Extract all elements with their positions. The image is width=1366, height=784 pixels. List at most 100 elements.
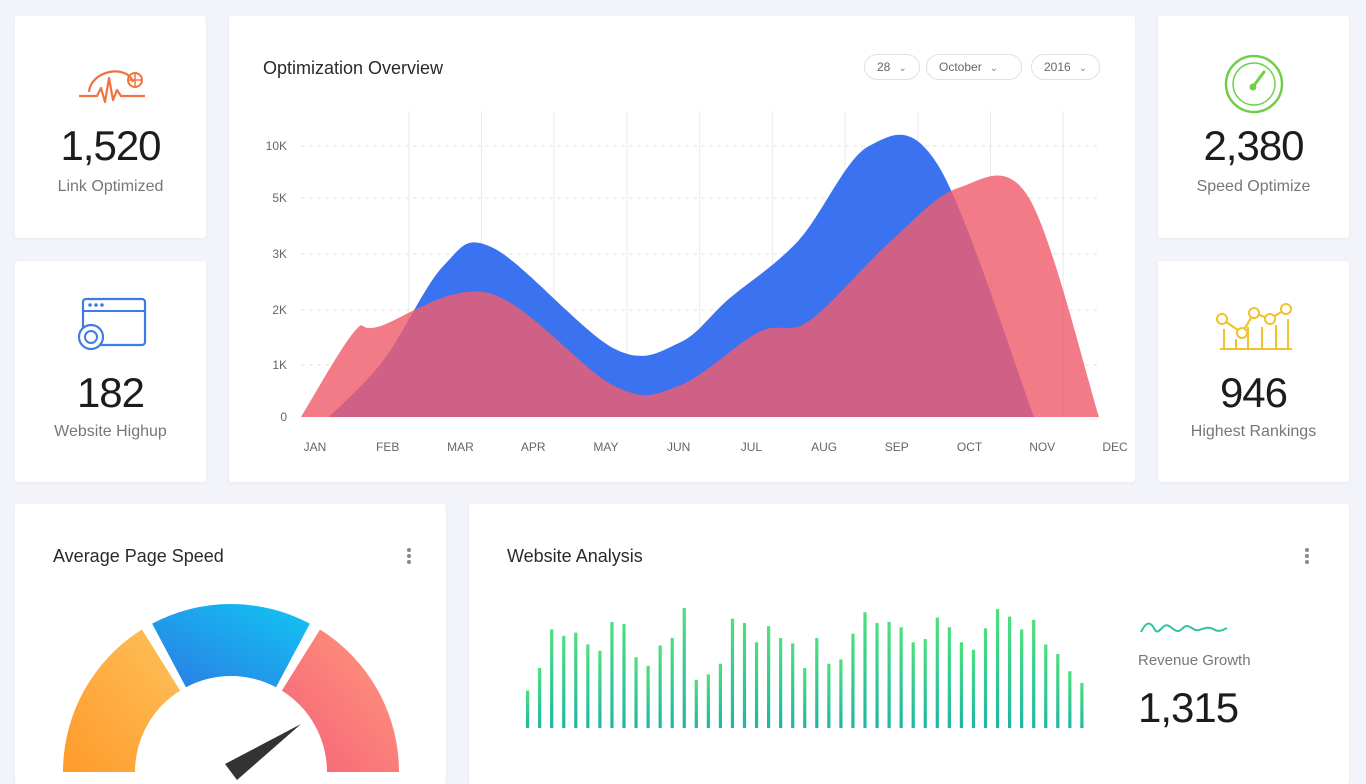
analysis-bar	[706, 674, 710, 728]
analysis-bar	[754, 642, 759, 728]
analysis-bar	[971, 649, 976, 728]
analysis-bar	[598, 650, 602, 728]
analysis-bar	[767, 626, 771, 728]
analysis-bar	[803, 668, 807, 728]
analysis-bar	[947, 627, 951, 728]
analysis-bar	[742, 623, 747, 728]
y-tick-label: 2K	[272, 303, 287, 317]
chevron-down-icon: ⌄	[989, 63, 999, 74]
speed-optimize-value: 2,380	[1203, 122, 1304, 169]
gauge-segment	[281, 629, 400, 772]
analysis-bar	[923, 639, 927, 728]
page-speed-gauge	[63, 604, 400, 780]
analysis-bar	[538, 668, 542, 728]
analysis-bar	[1008, 616, 1012, 728]
website-highup-label: Website Highup	[54, 423, 167, 440]
analysis-bar	[574, 632, 578, 728]
analysis-bar	[526, 690, 530, 728]
analysis-bar	[995, 609, 1000, 728]
analysis-bar	[1020, 629, 1024, 728]
analysis-bar	[1080, 683, 1084, 728]
x-tick-label: JAN	[304, 440, 327, 454]
x-tick-label: MAY	[593, 440, 618, 454]
month-select-value: October	[939, 60, 982, 74]
gauge-segment	[63, 629, 181, 772]
analysis-bar	[718, 663, 722, 728]
x-tick-label: MAR	[447, 440, 474, 454]
analysis-bar	[875, 623, 879, 728]
analysis-bar	[562, 635, 566, 728]
analysis-bar	[983, 628, 988, 728]
analysis-bar	[670, 638, 674, 728]
browser-gear-icon	[77, 297, 146, 351]
analysis-bar	[682, 608, 686, 728]
analysis-bar	[586, 644, 590, 728]
link-optimized-value: 1,520	[60, 122, 161, 169]
analysis-bar	[887, 621, 891, 728]
analysis-bar	[610, 621, 614, 728]
year-select[interactable]: 2016 ⌄	[1031, 54, 1101, 80]
x-tick-label: AUG	[811, 440, 837, 454]
highest-rankings-value: 946	[1219, 369, 1288, 416]
x-tick-label: SEP	[885, 440, 909, 454]
analysis-bar	[863, 612, 867, 728]
analysis-title: Website Analysis	[507, 546, 643, 566]
analysis-bar	[1032, 619, 1036, 728]
x-tick-label: APR	[521, 440, 546, 454]
analysis-bar	[1068, 671, 1072, 728]
speed-optimize-label: Speed Optimize	[1196, 178, 1311, 195]
optimization-overview-card: Optimization Overview 28 ⌄ October ⌄ 2016 ⌄…	[229, 16, 1135, 482]
highest-rankings-card: 946 Highest Rankings	[1158, 261, 1349, 482]
analysis-bar	[899, 627, 903, 728]
x-tick-label: JUL	[741, 440, 763, 454]
series-area-red	[301, 175, 1099, 417]
analysis-bar	[839, 659, 843, 728]
analysis-bar	[779, 638, 783, 728]
page-speed-more-icon[interactable]	[401, 546, 417, 566]
y-tick-label: 1K	[272, 358, 287, 372]
average-page-speed-card: Average Page Speed	[15, 504, 446, 784]
day-select[interactable]: 28 ⌄	[864, 54, 920, 80]
analysis-more-icon[interactable]	[1299, 546, 1315, 566]
speedometer-icon	[1224, 54, 1283, 114]
analysis-bar	[935, 617, 939, 728]
speed-optimize-card: 2,380 Speed Optimize	[1158, 16, 1349, 238]
analysis-bar	[959, 642, 963, 728]
revenue-growth-label: Revenue Growth	[1138, 652, 1251, 669]
overview-title: Optimization Overview	[263, 58, 444, 78]
analysis-bar	[730, 618, 735, 728]
website-highup-card: 182 Website Highup	[15, 261, 206, 482]
link-optimized-label: Link Optimized	[57, 178, 164, 195]
website-analysis-card: Website Analysis Revenue Growth 1,315	[469, 504, 1349, 784]
x-tick-label: FEB	[376, 440, 399, 454]
analysis-bar	[827, 663, 831, 728]
y-tick-label: 5K	[272, 191, 287, 205]
analysis-bar	[658, 645, 662, 728]
x-tick-label: OCT	[957, 440, 983, 454]
analysis-bar	[851, 633, 855, 728]
y-tick-label: 10K	[266, 139, 287, 153]
website-highup-value: 182	[76, 369, 145, 416]
x-tick-label: NOV	[1029, 440, 1055, 454]
revenue-growth-value: 1,315	[1138, 684, 1239, 731]
ranking-chart-icon	[1215, 303, 1292, 350]
analysis-bar	[634, 657, 638, 728]
highest-rankings-label: Highest Rankings	[1190, 423, 1317, 440]
x-tick-label: DEC	[1102, 440, 1128, 454]
day-select-value: 28	[877, 60, 891, 74]
year-select-value: 2016	[1044, 60, 1071, 74]
analysis-bar	[791, 643, 795, 728]
analysis-bar	[694, 679, 698, 728]
overview-area-chart: 0 1K 2K 3K 5K 10K JAN FEB MAR APR MAY JUN JUL AUG SEP O…	[266, 111, 1128, 454]
link-pulse-icon	[78, 70, 145, 104]
analysis-bar	[646, 665, 650, 728]
page-speed-title: Average Page Speed	[53, 546, 224, 566]
month-select[interactable]: October ⌄	[926, 54, 1022, 80]
x-tick-label: JUN	[667, 440, 690, 454]
y-tick-label: 0	[280, 410, 287, 424]
analysis-bar	[550, 629, 554, 728]
analysis-bar	[1056, 654, 1060, 728]
y-tick-label: 3K	[272, 247, 287, 261]
analysis-bar-chart	[526, 608, 1084, 728]
gauge-needle	[225, 724, 301, 780]
